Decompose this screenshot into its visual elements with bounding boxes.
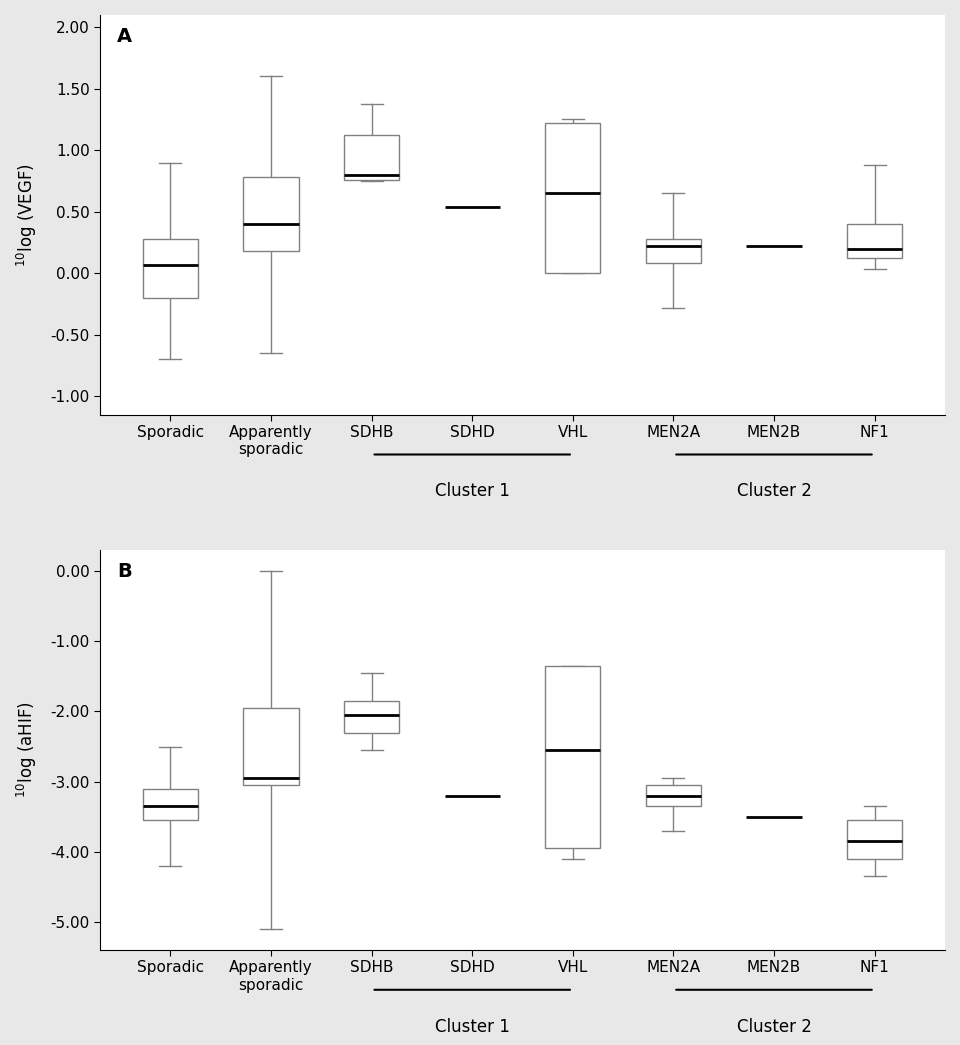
Text: Cluster 1: Cluster 1 [435,1018,510,1036]
FancyBboxPatch shape [143,789,198,820]
FancyBboxPatch shape [344,136,399,180]
FancyBboxPatch shape [243,709,299,785]
Text: Cluster 1: Cluster 1 [435,483,510,501]
FancyBboxPatch shape [847,224,902,258]
Text: B: B [117,562,132,581]
FancyBboxPatch shape [646,785,701,806]
Y-axis label: $^{10}$log (VEGF): $^{10}$log (VEGF) [15,163,39,266]
FancyBboxPatch shape [847,820,902,859]
Text: A: A [117,27,132,46]
FancyBboxPatch shape [545,666,600,849]
FancyBboxPatch shape [646,238,701,263]
FancyBboxPatch shape [243,178,299,251]
FancyBboxPatch shape [143,238,198,298]
Text: Cluster 2: Cluster 2 [736,483,811,501]
Text: Cluster 2: Cluster 2 [736,1018,811,1036]
Y-axis label: $^{10}$log (aHIF): $^{10}$log (aHIF) [15,701,39,798]
FancyBboxPatch shape [344,701,399,733]
FancyBboxPatch shape [545,123,600,273]
